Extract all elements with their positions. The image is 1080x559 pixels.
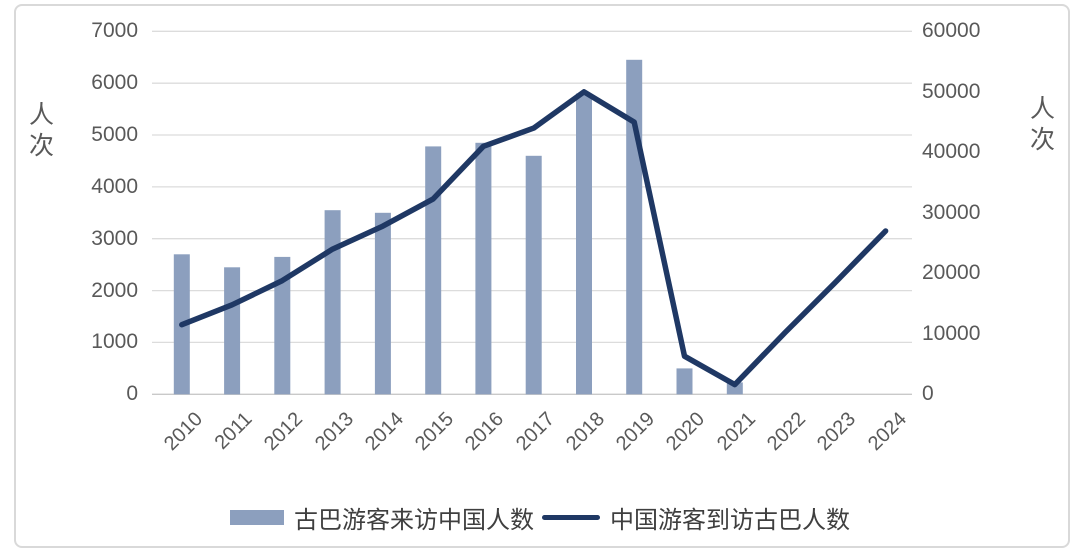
legend-bar-label: 古巴游客来访中国人数 — [294, 507, 534, 534]
bar-2016 — [475, 142, 492, 395]
bar-2013 — [324, 210, 341, 395]
left-tick-label: 3000 — [91, 227, 138, 250]
right-tick-label: 40000 — [922, 140, 981, 163]
left-tick-label: 7000 — [91, 19, 138, 42]
left-axis-title: 人次 — [28, 102, 54, 160]
legend-line-label: 中国游客到访古巴人数 — [610, 507, 850, 534]
legend-bar-swatch — [230, 509, 284, 525]
bar-2015 — [425, 146, 442, 395]
left-tick-label: 2000 — [91, 279, 138, 302]
left-tick-label: 4000 — [91, 175, 138, 198]
bar-2018 — [576, 93, 592, 395]
left-tick-label: 1000 — [91, 330, 138, 353]
line-series — [179, 89, 889, 388]
right-tick-label: 10000 — [922, 322, 981, 345]
legend-line-swatch — [542, 514, 600, 520]
bar-2011 — [224, 267, 241, 395]
left-tick-label: 0 — [126, 382, 138, 405]
left-tick-label: 5000 — [91, 123, 138, 146]
bar-2017 — [525, 155, 542, 395]
bar-2019 — [626, 59, 643, 395]
right-axis-title: 人次 — [1029, 96, 1055, 154]
bar-2014 — [374, 212, 391, 395]
bar-2020 — [676, 368, 693, 395]
right-tick-label: 60000 — [922, 19, 981, 42]
right-tick-label: 30000 — [922, 201, 981, 224]
right-tick-label: 0 — [922, 382, 934, 405]
right-tick-label: 20000 — [922, 261, 981, 284]
right-tick-label: 50000 — [922, 80, 981, 103]
bar-2021 — [726, 382, 743, 395]
left-tick-label: 6000 — [91, 71, 138, 94]
bar-2012 — [274, 256, 291, 395]
legend: 古巴游客来访中国人数 中国游客到访古巴人数 — [0, 500, 1080, 534]
